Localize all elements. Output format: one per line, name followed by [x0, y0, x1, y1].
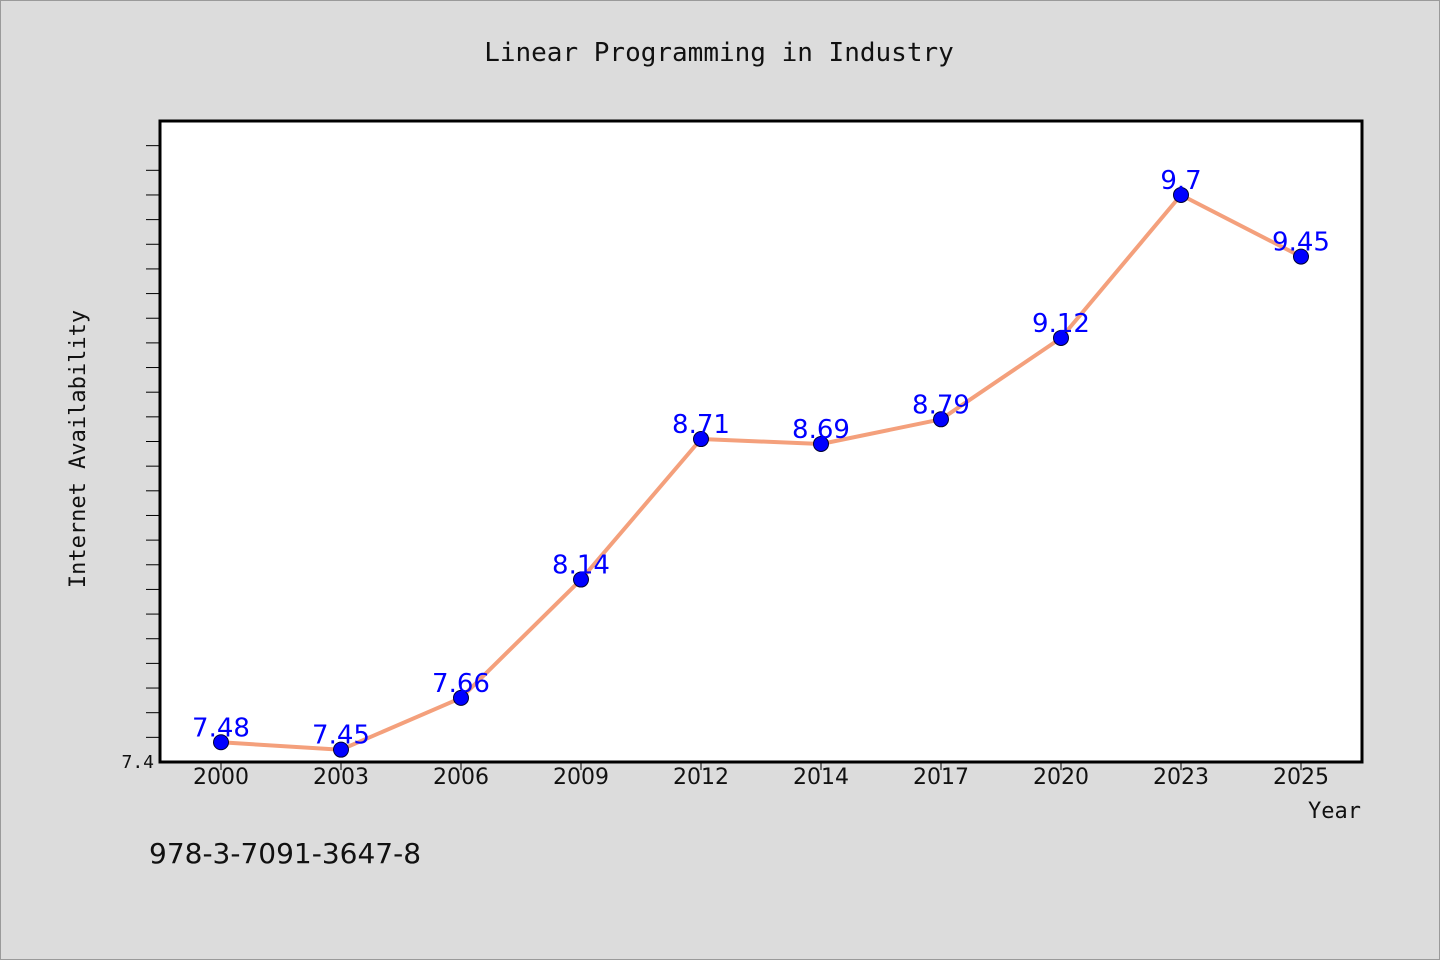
data-point	[1053, 329, 1069, 346]
data-point	[813, 435, 829, 452]
data-label: 8.71	[672, 410, 730, 440]
data-label: 8.79	[912, 390, 970, 420]
data-label: 7.48	[192, 713, 250, 743]
x-tick-label: 2023	[1153, 765, 1209, 790]
data-label: 8.69	[792, 415, 850, 445]
data-label: 9.45	[1272, 228, 1330, 258]
x-tick-label: 2000	[193, 765, 249, 790]
data-point	[213, 734, 229, 751]
x-tick-label: 2009	[553, 765, 609, 790]
data-label: 9.7	[1160, 166, 1201, 196]
series-markers	[213, 186, 1309, 758]
y-minor-ticks	[146, 145, 160, 738]
data-label: 8.14	[552, 551, 610, 581]
data-label: 7.66	[432, 669, 490, 699]
data-label: 7.45	[312, 721, 370, 751]
y-tick-label: 7.4	[121, 752, 154, 773]
data-point	[933, 411, 949, 428]
data-label: 9.12	[1032, 309, 1090, 339]
x-tick-label: 2012	[673, 765, 729, 790]
x-axis-ticks: 2000 2003 2006 2009 2012 2014 2017 2020 2023 2025	[193, 761, 1329, 790]
x-tick-label: 2014	[793, 765, 849, 790]
data-point	[453, 689, 469, 706]
y-axis-label: Internet Availability	[66, 310, 91, 588]
x-tick-label: 2003	[313, 765, 369, 790]
data-point	[1173, 186, 1189, 203]
chart-title: Linear Programming in Industry	[484, 38, 954, 68]
x-tick-label: 2017	[913, 765, 969, 790]
x-tick-label: 2025	[1273, 765, 1329, 790]
x-tick-label: 2006	[433, 765, 489, 790]
data-point	[573, 571, 589, 588]
x-tick-label: 2020	[1033, 765, 1089, 790]
series-line	[220, 193, 1302, 752]
data-labels: 7.48 7.45 7.66 8.14 8.71 8.69 8.79 9.12 9.7 9.45	[192, 166, 1330, 751]
x-axis-label: Year	[1308, 799, 1361, 824]
data-point	[693, 431, 709, 448]
y-axis-tick-labels: 7.4	[121, 752, 154, 773]
data-point	[1293, 248, 1309, 265]
data-point	[333, 741, 349, 758]
isbn-text: 978-3-7091-3647-8	[149, 837, 422, 870]
